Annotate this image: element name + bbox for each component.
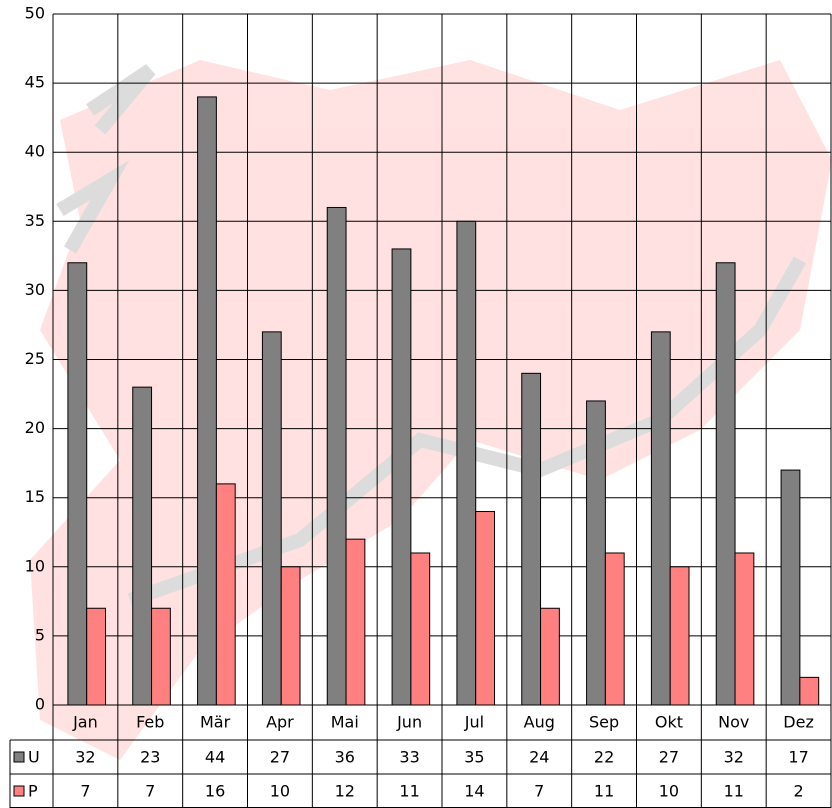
- table-value: 16: [205, 782, 225, 801]
- x-tick-label: Mär: [200, 713, 231, 732]
- legend-swatch: [13, 785, 25, 797]
- bar: [261, 331, 282, 706]
- table-value: 24: [529, 748, 549, 767]
- legend-label: U: [28, 748, 40, 767]
- bar: [780, 469, 801, 706]
- bar: [197, 96, 217, 706]
- x-tick-label: Jan: [72, 713, 98, 732]
- table-value: 10: [270, 782, 290, 801]
- table-value: 11: [399, 782, 419, 801]
- table-value: 22: [594, 748, 614, 767]
- table-value: 11: [594, 782, 614, 801]
- table-value: 23: [140, 748, 160, 767]
- bar: [151, 607, 171, 706]
- table-value: 7: [534, 782, 544, 801]
- y-tick-label: 40: [25, 142, 45, 161]
- y-tick-label: 25: [25, 349, 45, 368]
- x-tick-label: Jun: [396, 713, 422, 732]
- table-value: 36: [335, 748, 355, 767]
- bar: [521, 372, 542, 706]
- y-tick-label: 50: [25, 4, 45, 23]
- x-tick-label: Feb: [136, 713, 164, 732]
- bar: [799, 676, 820, 706]
- bar: [734, 552, 755, 706]
- y-tick-label: 0: [35, 695, 45, 714]
- bar: [456, 220, 477, 706]
- x-tick-label: Sep: [589, 713, 619, 732]
- table-value: 7: [80, 782, 90, 801]
- y-tick-label: 45: [25, 73, 45, 92]
- y-tick-label: 5: [35, 625, 45, 644]
- bar: [215, 483, 236, 706]
- bar: [132, 386, 153, 706]
- table-value: 44: [205, 748, 225, 767]
- y-tick-label: 10: [25, 556, 45, 575]
- table-value: 17: [788, 748, 808, 767]
- bar: [669, 566, 690, 706]
- table-value: 2: [793, 782, 803, 801]
- bar: [86, 607, 107, 706]
- bar: [326, 206, 347, 706]
- bar: [540, 607, 560, 706]
- x-tick-label: Apr: [266, 713, 294, 732]
- legend-swatch: [13, 751, 25, 763]
- x-tick-label: Okt: [655, 713, 683, 732]
- bar: [345, 538, 366, 706]
- bar: [280, 566, 301, 706]
- table-value: 35: [464, 748, 484, 767]
- table-value: 10: [659, 782, 679, 801]
- x-tick-label: Nov: [718, 713, 749, 732]
- y-tick-label: 15: [25, 487, 45, 506]
- table-value: 27: [270, 748, 290, 767]
- bar: [410, 552, 431, 706]
- table-value: 14: [464, 782, 484, 801]
- x-tick-label: Dez: [783, 713, 814, 732]
- table-value: 7: [145, 782, 155, 801]
- y-tick-label: 30: [25, 280, 45, 299]
- bar: [604, 552, 625, 706]
- table-value: 27: [659, 748, 679, 767]
- bar: [586, 400, 606, 706]
- bar: [475, 511, 496, 706]
- table-value: 33: [399, 748, 419, 767]
- table-value: 11: [724, 782, 744, 801]
- bar: [67, 262, 88, 706]
- x-tick-label: Aug: [524, 713, 555, 732]
- bar: [650, 331, 671, 706]
- x-tick-label: Jul: [464, 713, 484, 732]
- bar: [391, 248, 412, 706]
- y-tick-label: 20: [25, 418, 45, 437]
- legend-label: P: [28, 782, 38, 801]
- table-value: 32: [724, 748, 744, 767]
- table-value: 32: [75, 748, 95, 767]
- bar: [715, 262, 736, 706]
- x-tick-label: Mai: [331, 713, 359, 732]
- table-value: 12: [335, 782, 355, 801]
- y-tick-label: 35: [25, 211, 45, 230]
